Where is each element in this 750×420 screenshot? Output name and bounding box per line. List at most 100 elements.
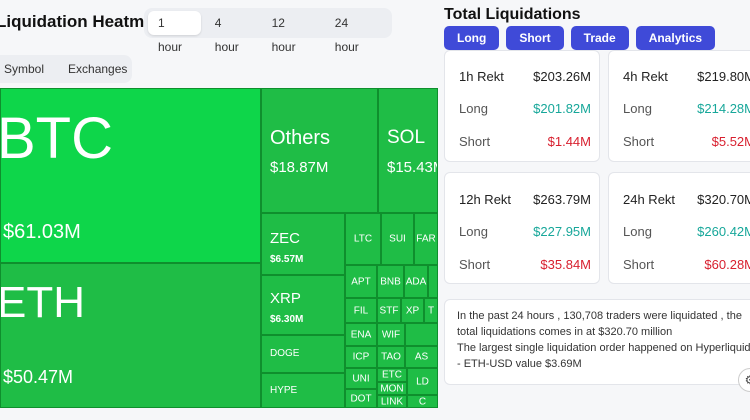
heatmap-cell-etc[interactable]: ETC [377,368,407,382]
trade-button[interactable]: Trade [570,26,629,50]
liquidation-button-row: Long Short Trade Analytics [444,26,722,50]
summary-line: - ETH-USD value $3.69M [457,358,582,370]
heatmap-cell-stf[interactable]: STF [377,298,401,323]
cell-name: ZEC [270,230,300,247]
heatmap-cell-wif[interactable]: WIF [377,323,405,346]
row-total: 4h Rekt $219.80M [623,69,750,84]
liquidation-heatmap: BTC $61.03M ETH $50.47M Others $18.87M S… [0,88,438,408]
heatmap-cell-xp[interactable]: XP [401,298,424,323]
heatmap-cell-t[interactable]: T [424,298,438,323]
cell-name: Others [270,127,331,149]
long-value: $227.95M [533,224,591,239]
heatmap-cell-others[interactable]: Others $18.87M [261,88,378,213]
heatmap-title: Liquidation Heatmap [0,12,165,31]
row-short: Short $5.52M [623,134,750,149]
short-label: Short [623,257,655,272]
cell-name: TAO [381,351,401,363]
timeframe-tabs: 1 hour 4 hour 12 hour 24 hour [144,8,392,54]
cell-value: $18.87M [270,159,329,176]
heatmap-cell-ada[interactable]: ADA [404,265,428,298]
tab-24-hour[interactable]: 24 hour [334,16,359,54]
liquidation-summary: In the past 24 hours , 130,708 traders w… [444,299,750,385]
cell-name: FIL [353,305,369,316]
short-value: $1.44M [547,134,591,149]
tab-1-hour[interactable]: 1 hour [148,11,201,54]
cell-name: XRP [270,290,301,307]
mode-exchanges[interactable]: Exchanges [68,62,128,76]
heatmap-cell-tao[interactable]: TAO [377,346,405,368]
heatmap-cell-btc[interactable]: BTC $61.03M [0,88,261,263]
cell-value: $50.47M [3,367,74,387]
cell-value: $6.30M [270,314,304,325]
mode-symbol[interactable]: Symbol [4,62,45,76]
total-liquidations-title: Total Liquidations [444,6,581,23]
heatmap-cell-zec[interactable]: ZEC $6.57M [261,213,345,275]
summary-line: The largest single liquidation order hap… [457,342,750,354]
cell-name: LTC [353,233,373,245]
row-long: Long $260.42M [623,224,750,239]
row-total: 1h Rekt $203.26M [459,69,591,84]
heatmap-cell-c[interactable]: C [407,395,438,408]
row-short: Short $35.84M [459,257,591,272]
heatmap-cell-ltc[interactable]: LTC [345,213,381,265]
heatmap-cell-fil[interactable]: FIL [345,298,377,323]
short-label: Short [459,134,491,149]
summary-line: total liquidations comes in at $320.70 m… [457,326,673,338]
heatmap-cell-ld[interactable]: LD [407,368,438,395]
long-label: Long [459,101,488,116]
heatmap-cell-dot[interactable]: DOT [345,389,377,408]
heatmap-cell-uni[interactable]: UNI [345,368,377,389]
short-label: Short [623,134,655,149]
heatmap-cell-apt[interactable]: APT [345,265,377,298]
card-label: 12h Rekt [459,192,512,207]
short-button[interactable]: Short [506,26,564,50]
heatmap-cell-icp[interactable]: ICP [345,346,377,368]
heatmap-cell-ena[interactable]: ENA [345,323,377,346]
gear-icon[interactable]: ⚙ [738,368,750,392]
heatmap-cell-hype[interactable]: HYPE [261,373,345,408]
cell-name: BNB [380,276,401,287]
cell-name: STF [379,305,399,316]
short-value: $5.52M [711,134,750,149]
cell-name: SOL [387,127,426,148]
heatmap-cell-mon[interactable]: MON [377,382,407,395]
cell-name: APT [351,276,371,287]
tab-4-hour[interactable]: 4 hour [214,16,239,54]
heatmap-cell-xrp[interactable]: XRP $6.30M [261,275,345,335]
heatmap-cell-bnb[interactable]: BNB [377,265,404,298]
cell-name: C [418,396,427,407]
card-label: 1h Rekt [459,69,504,84]
analytics-button[interactable]: Analytics [635,26,716,50]
row-long: Long $227.95M [459,224,591,239]
short-value: $35.84M [540,257,591,272]
heatmap-cell-sui[interactable]: SUI [381,213,414,265]
heatmap-cell-extra-1[interactable] [428,265,438,298]
heatmap-cell-far[interactable]: FAR [414,213,438,265]
row-short: Short $1.44M [459,134,591,149]
heatmap-cell-sol[interactable]: SOL $15.43M [378,88,438,213]
long-label: Long [623,101,652,116]
cell-name: HYPE [270,385,298,396]
card-total: $320.70M [697,192,750,207]
row-total: 12h Rekt $263.79M [459,192,591,207]
cell-name: XP [405,305,420,316]
cell-name: MON [380,383,404,394]
cell-name: WIF [381,329,401,340]
heatmap-cell-eth[interactable]: ETH $50.47M [0,263,261,408]
card-total: $263.79M [533,192,591,207]
cell-value: $15.43M [387,159,437,176]
tab-12-hour[interactable]: 12 hour [271,16,296,54]
card-1h-rekt: 1h Rekt $203.26M Long $201.82M Short $1.44M [444,50,600,162]
heatmap-cell-as[interactable]: AS [405,346,438,368]
long-label: Long [459,224,488,239]
heatmap-cell-link[interactable]: LINK [377,395,407,408]
long-button[interactable]: Long [444,26,500,50]
heatmap-cell-doge[interactable]: DOGE [261,335,345,373]
card-label: 24h Rekt [623,192,676,207]
short-value: $60.28M [704,257,750,272]
long-value: $214.28M [697,101,750,116]
cell-name: LINK [380,396,404,407]
cell-name: SUI [389,233,406,245]
cell-name: DOT [350,393,372,404]
heatmap-cell-extra-2[interactable] [405,323,438,346]
